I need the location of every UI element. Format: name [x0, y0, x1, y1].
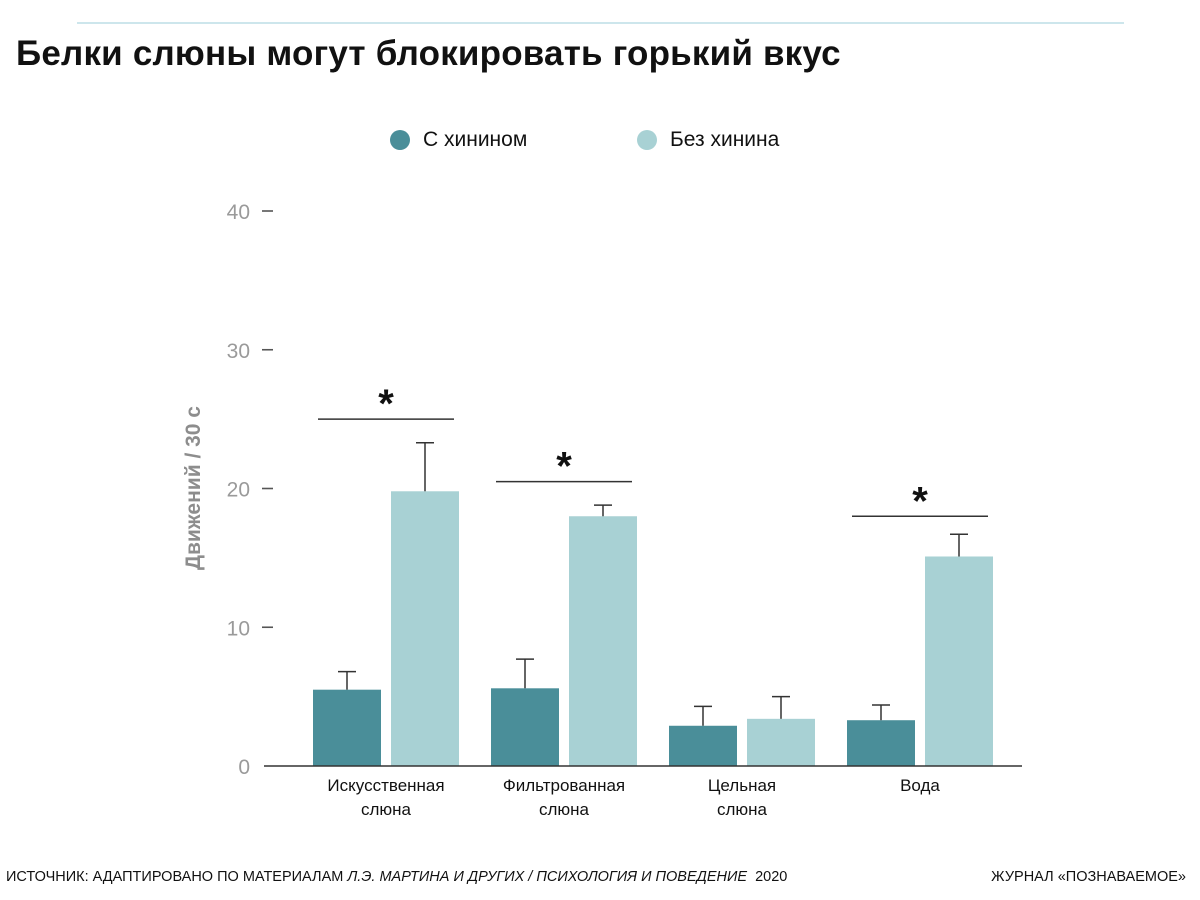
legend-swatch-without-quinine [637, 130, 657, 150]
y-tick-label: 30 [227, 340, 250, 363]
bar [747, 718, 815, 766]
significance-star: * [912, 479, 928, 523]
legend-label-without-quinine: Без хинина [670, 128, 780, 151]
significance-star: * [556, 445, 572, 489]
y-tick-label: 0 [238, 756, 250, 779]
y-tick-label: 20 [227, 479, 250, 502]
bar [669, 725, 737, 766]
source-credit: ИСТОЧНИК: АДАПТИРОВАНО ПО МАТЕРИАЛАМ Л.Э… [6, 869, 787, 885]
journal-credit: ЖУРНАЛ «ПОЗНАВАЕМОЕ» [991, 869, 1186, 885]
x-tick-label: Фильтрованная [503, 776, 625, 795]
x-tick-label: слюна [539, 800, 590, 819]
bar [491, 688, 559, 766]
x-tick-label: Вода [900, 776, 940, 795]
bar [847, 720, 915, 766]
x-tick-label: Искусственная [327, 776, 444, 795]
y-tick-label: 40 [227, 201, 250, 224]
legend-item-with-quinine: С хинином [390, 128, 527, 152]
bar [391, 491, 459, 766]
chart-title: Белки слюны могут блокировать горький вк… [16, 34, 841, 73]
bar [925, 556, 993, 766]
legend-label-with-quinine: С хинином [423, 128, 528, 151]
y-tick-label: 10 [227, 617, 250, 640]
x-tick-label: слюна [717, 800, 768, 819]
significance-star: * [378, 382, 394, 426]
legend-item-without-quinine: Без хинина [637, 128, 779, 152]
source-prefix: ИСТОЧНИК: АДАПТИРОВАНО ПО МАТЕРИАЛАМ [6, 869, 348, 885]
source-year: 2020 [755, 869, 788, 885]
top-divider [77, 22, 1124, 24]
bar [313, 689, 381, 766]
x-tick-label: слюна [361, 800, 412, 819]
legend-swatch-with-quinine [390, 130, 410, 150]
x-tick-label: Цельная [708, 776, 776, 795]
y-axis-label: Движений / 30 с [182, 406, 205, 570]
bar-chart: Движений / 30 с 0 10 20 30 40 Искусственная сл… [182, 201, 1022, 819]
source-authors: Л.Э. МАРТИНА И ДРУГИХ / ПСИХОЛОГИЯ И ПОВ… [347, 869, 748, 885]
bar [569, 516, 637, 766]
